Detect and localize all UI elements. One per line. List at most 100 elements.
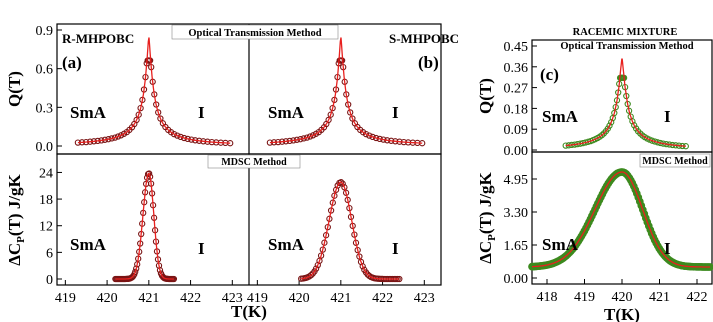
point-a-top-35 xyxy=(157,115,164,122)
ytick-label-a-top-1: 0.3 xyxy=(36,101,54,116)
point-a-top-42 xyxy=(177,133,184,141)
fit-curve-a-top xyxy=(77,37,231,144)
xtick-label-a-bottom-3: 422 xyxy=(180,291,201,306)
ylabel-cp-left: ΔCP(T) J/gK xyxy=(5,173,27,265)
panel-label-b-top: (b) xyxy=(418,53,439,72)
xtick-label-a-bottom-4: 423 xyxy=(222,291,243,306)
xtick-label-a-bottom-2: 421 xyxy=(138,291,159,306)
points-a-bottom xyxy=(112,170,178,283)
mdsc-method-label-left: MDSC Method xyxy=(221,157,287,168)
ytick-label-c-top-1: 0.09 xyxy=(504,123,529,138)
xtick-label-a-bottom-0: 419 xyxy=(55,291,76,306)
mdsc-method-box-right xyxy=(639,153,711,168)
point-b-top-40 xyxy=(362,130,370,138)
phase-label-sma-b-bottom: SmA xyxy=(268,235,305,254)
phase-label-i-c-bottom: I xyxy=(664,239,671,258)
point-b-bottom-25 xyxy=(339,180,346,187)
point-b-top-34 xyxy=(347,109,354,116)
point-a-top-40 xyxy=(170,130,178,138)
panel-c-bottom: 0.00 1.65 3.30 4.95 418 419 420 421 422 SmA I xyxy=(504,168,713,305)
phase-label-sma-b-top: SmA xyxy=(268,103,305,122)
point-a-top-19 xyxy=(135,111,142,118)
point-b-top-35 xyxy=(349,115,356,122)
optical-method-label-left: Optical Transmission Method xyxy=(188,28,321,39)
points-c-bottom xyxy=(528,168,713,271)
point-a-top-41 xyxy=(174,132,181,139)
ytick-label-c-top-3: 0.27 xyxy=(504,82,529,97)
point-a-top-11 xyxy=(114,133,122,140)
point-b-top-18 xyxy=(325,116,332,124)
ytick-label-c-bottom-0: 0.00 xyxy=(504,272,529,287)
points-b-bottom xyxy=(298,179,403,283)
phase-label-i-a-top: I xyxy=(198,103,205,122)
mdsc-method-label-right: MDSC Method xyxy=(642,156,708,167)
point-c-top-48 xyxy=(649,137,656,144)
point-b-bottom-12 xyxy=(317,252,325,259)
xlabel-right: T(K) xyxy=(604,305,640,322)
point-c-top-49 xyxy=(651,138,659,145)
ytick-label-c-bottom-2: 3.30 xyxy=(504,206,529,221)
ytick-label-a-bottom-1: 6 xyxy=(46,246,53,261)
ytick-label-c-bottom-1: 1.65 xyxy=(504,239,529,254)
ytick-label-c-top-5: 0.45 xyxy=(504,40,529,55)
fit-curve-c-bottom xyxy=(532,171,711,268)
ytick-label-c-top-2: 0.18 xyxy=(504,102,529,117)
ylabel-q-right: Q(T) xyxy=(476,78,495,114)
panel-label-c-top: (c) xyxy=(540,65,559,84)
phase-label-sma-a-top: SmA xyxy=(70,103,107,122)
xtick-label-c-bottom-1: 419 xyxy=(574,290,595,305)
xtick-label-c-bottom-2: 420 xyxy=(612,290,633,305)
xlabel-left: T(K) xyxy=(231,302,267,321)
xtick-label-b-bottom-2: 421 xyxy=(330,291,351,306)
sample-label-b-top: S-MHPOBC xyxy=(389,31,459,46)
point-b-bottom-9 xyxy=(312,265,320,272)
ytick-label-a-bottom-4: 24 xyxy=(39,166,53,181)
point-c-top-40 xyxy=(631,122,638,129)
point-a-top-10 xyxy=(111,134,119,141)
point-b-top-10 xyxy=(303,134,311,141)
point-c-top-21 xyxy=(611,109,618,117)
ytick-label-a-bottom-3: 18 xyxy=(39,193,53,208)
points-b-top xyxy=(266,57,426,147)
phase-label-sma-c-top: SmA xyxy=(542,107,579,126)
ytick-label-a-top-0: 0.0 xyxy=(36,140,54,155)
point-a-bottom-20 xyxy=(132,268,139,276)
point-b-top-42 xyxy=(369,133,376,141)
ylabel-cp-right: ΔCP(T) J/gK xyxy=(476,171,498,263)
xtick-label-c-bottom-3: 421 xyxy=(649,290,670,305)
ylabel-q-left: Q(T) xyxy=(5,71,24,107)
xtick-label-a-bottom-1: 420 xyxy=(97,291,118,306)
panel-b-top: SmA I S-MHPOBC (b) xyxy=(266,31,459,147)
point-a-top-18 xyxy=(133,116,140,124)
point-b-bottom-6 xyxy=(307,271,315,279)
fit-curve-b-bottom xyxy=(301,181,400,280)
optical-method-box-left xyxy=(171,24,339,40)
phase-label-sma-c-bottom: SmA xyxy=(542,235,579,254)
phase-label-sma-a-bottom: SmA xyxy=(70,235,107,254)
ytick-label-c-top-4: 0.36 xyxy=(504,61,529,76)
points-a-top xyxy=(74,57,234,147)
phase-label-i-b-top: I xyxy=(392,103,399,122)
point-b-bottom-37 xyxy=(359,263,366,270)
point-b-bottom-26 xyxy=(341,184,348,191)
fit-curve-a-bottom xyxy=(115,172,174,280)
optical-method-label-right: Optical Transmission Method xyxy=(560,41,693,52)
ytick-label-a-bottom-0: 0 xyxy=(46,273,53,288)
ytick-label-c-top-0: 0.00 xyxy=(504,144,529,159)
phase-label-i-c-top: I xyxy=(664,107,671,126)
point-b-bottom-24 xyxy=(337,179,345,186)
mdsc-method-box-left xyxy=(207,154,301,169)
fit-curve-b-top xyxy=(269,37,423,144)
panel-label-a-top: (a) xyxy=(62,53,82,72)
point-b-top-11 xyxy=(306,133,314,140)
panel-c-top: 0.00 0.09 0.18 0.27 0.36 0.45 SmA I (c) xyxy=(504,40,689,159)
xtick-label-b-bottom-0: 419 xyxy=(247,291,268,306)
panel-b-bottom: 419 420 421 422 423 SmA I xyxy=(247,179,435,306)
phase-label-i-a-bottom: I xyxy=(198,239,205,258)
point-a-bottom-34 xyxy=(145,170,153,177)
panel-a-top: 0.0 0.3 0.6 0.9 SmA I R-MHPOBC (a) xyxy=(36,24,234,155)
point-b-bottom-35 xyxy=(356,253,363,260)
xtick-label-b-bottom-4: 423 xyxy=(414,291,435,306)
fit-curve-c-top xyxy=(565,58,686,147)
